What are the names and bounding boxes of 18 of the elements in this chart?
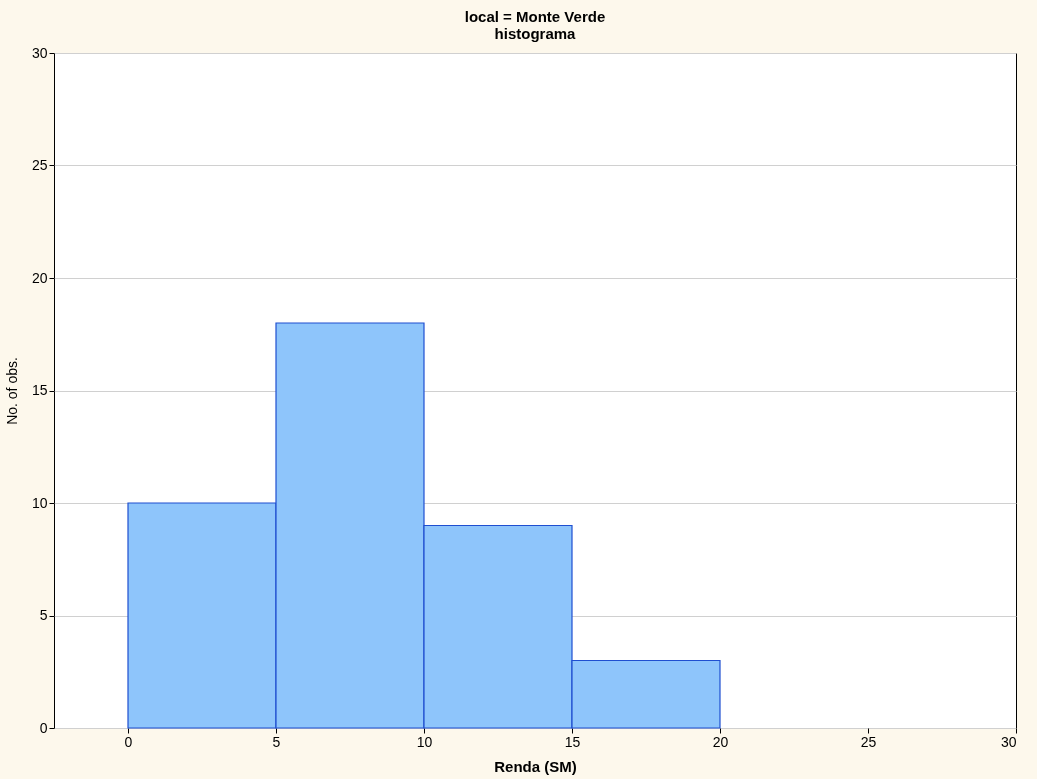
y-tick-label: 30 — [31, 44, 48, 61]
y-tick-label: 20 — [31, 269, 48, 286]
chart-title: local = Monte Verde — [464, 8, 606, 25]
chart-subtitle: histograma — [494, 25, 577, 42]
y-tick-label: 0 — [39, 719, 48, 736]
x-tick-label: 30 — [1000, 733, 1017, 750]
y-tick-label: 5 — [39, 607, 48, 623]
x-tick-label: 25 — [860, 733, 877, 750]
y-tick-label: 15 — [31, 382, 48, 398]
y-tick-label: 25 — [31, 157, 48, 173]
x-tick-label: 20 — [712, 733, 729, 750]
x-tick-label: 5 — [272, 733, 281, 750]
x-axis-title: Renda (SM) — [494, 757, 577, 775]
x-tick-label: 0 — [124, 733, 133, 750]
x-tick-label: 15 — [564, 733, 581, 750]
y-axis-title: No. of obs. — [3, 357, 20, 425]
x-tick-label: 10 — [416, 733, 433, 750]
y-tick-label: 10 — [31, 494, 48, 511]
